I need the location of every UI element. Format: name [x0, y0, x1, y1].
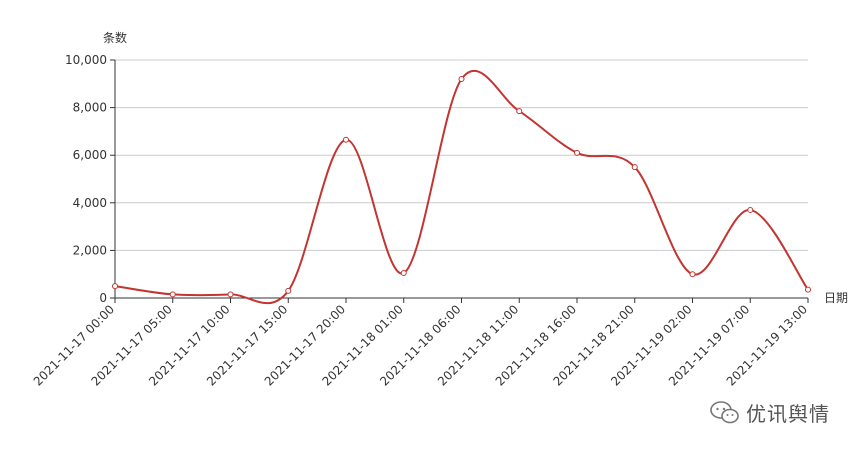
grid-lines	[115, 59, 808, 251]
data-point	[458, 76, 465, 83]
watermark: 优讯舆情	[710, 398, 830, 427]
x-axis-title: 日期	[824, 291, 848, 305]
data-point	[631, 164, 638, 171]
data-point	[169, 291, 176, 298]
axes	[110, 59, 809, 303]
data-point	[285, 287, 292, 294]
data-point	[747, 206, 754, 213]
y-tick-label: 4,000	[73, 196, 107, 210]
data-point	[227, 291, 234, 298]
y-tick-label: 10,000	[65, 53, 107, 67]
data-point	[689, 271, 696, 278]
wechat-icon	[710, 400, 739, 423]
watermark-text: 优讯舆情	[746, 402, 830, 426]
y-tick-label: 0	[99, 291, 107, 305]
data-point	[516, 108, 523, 115]
data-point	[574, 149, 580, 156]
y-axis-title: 条数	[103, 30, 127, 45]
data-point	[805, 286, 811, 293]
y-tick-label: 8,000	[73, 101, 107, 115]
y-tick-label: 6,000	[73, 148, 107, 162]
data-point	[400, 270, 407, 277]
series-line	[114, 69, 809, 305]
y-tick-labels: 0 2,000 4,000 6,000 8,000 10,000	[65, 53, 107, 305]
series-group	[112, 69, 811, 305]
data-point	[112, 283, 118, 290]
y-tick-label: 2,000	[73, 243, 107, 257]
data-point	[343, 136, 349, 143]
